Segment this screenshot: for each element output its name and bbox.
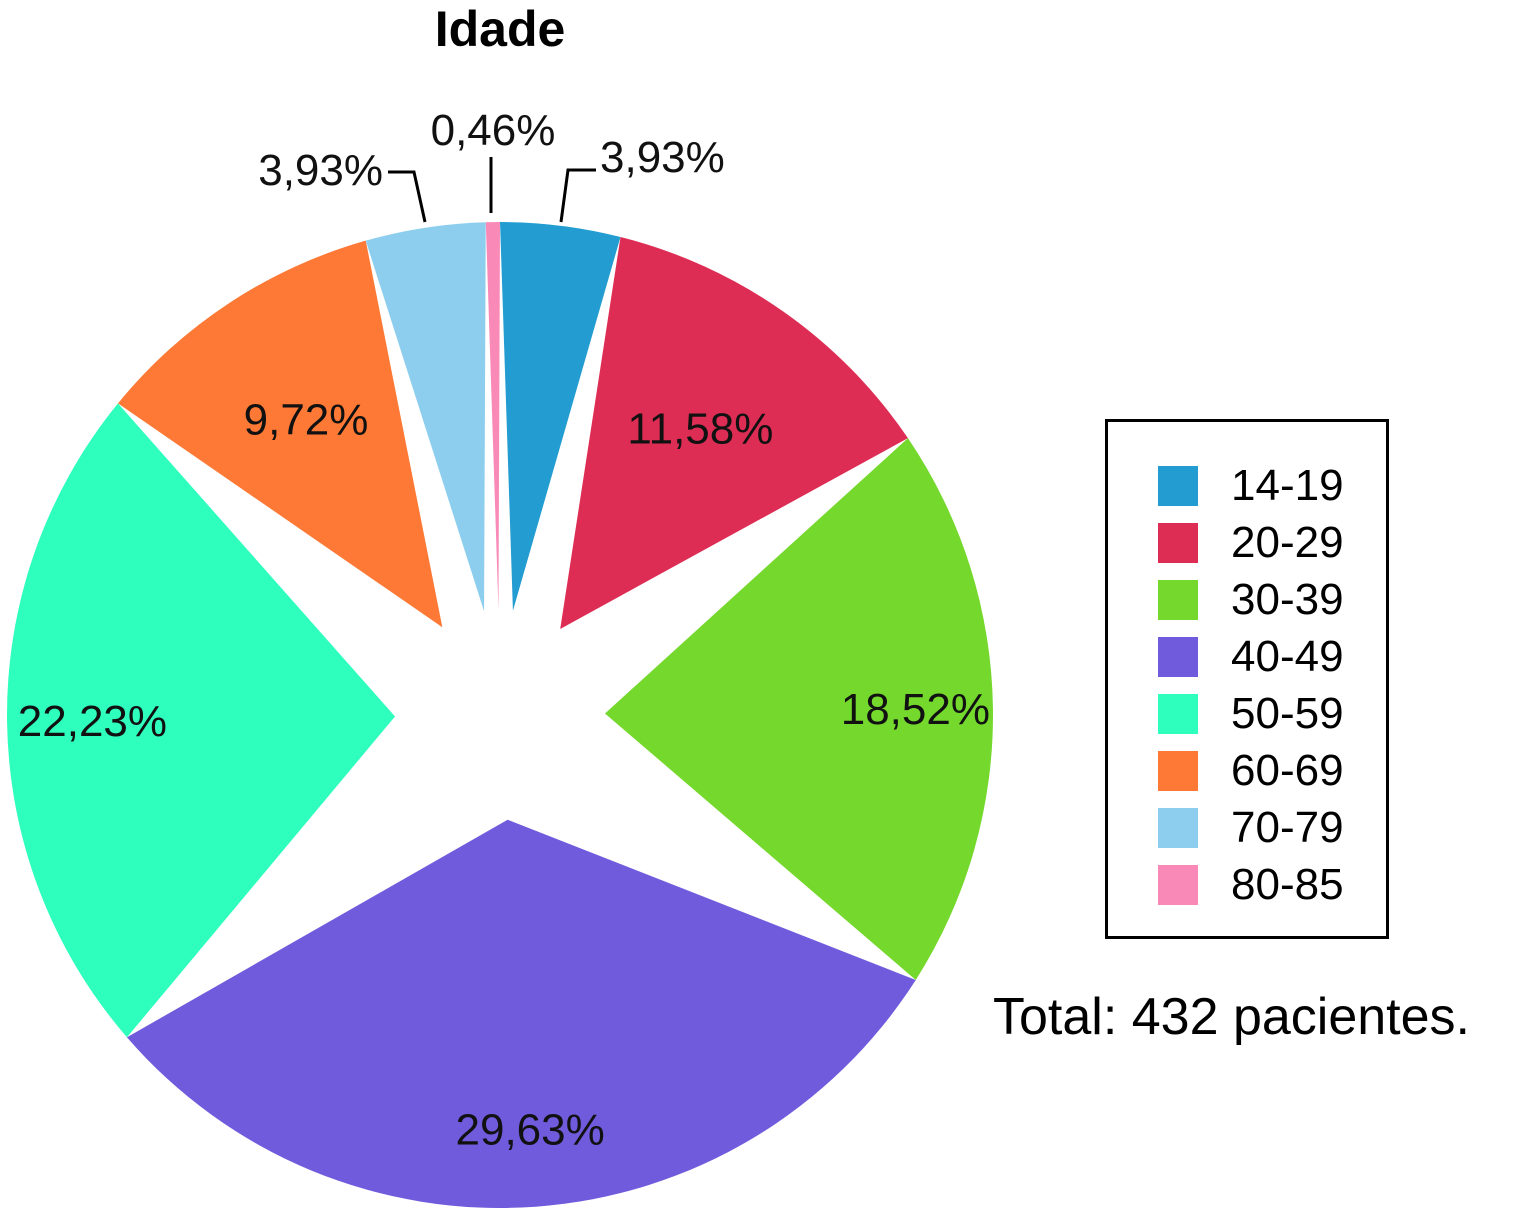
legend-swatch <box>1158 523 1198 563</box>
slice-data-label: 9,72% <box>244 396 369 445</box>
legend-swatch <box>1158 580 1198 620</box>
pie-slices <box>7 222 993 1208</box>
legend-item: 20-29 <box>1158 518 1344 567</box>
legend-swatch <box>1158 466 1198 506</box>
pie-slice-14-19 <box>500 222 621 611</box>
pie-slice-60-69 <box>117 240 443 628</box>
slice-data-label: 0,46% <box>431 106 556 155</box>
legend-item: 14-19 <box>1158 461 1344 510</box>
chart-title: Idade <box>434 1 566 57</box>
pie-slice-20-29 <box>560 236 908 629</box>
slice-data-label: 3,93% <box>258 146 383 195</box>
slice-labels: 3,93% 11,58% 18,52% 29,63% 22,23% 9,72% 3,93% 0… <box>18 106 990 1154</box>
slice-data-label: 11,58% <box>627 405 773 454</box>
legend-item: 70-79 <box>1158 803 1344 852</box>
slice-data-label: 18,52% <box>841 685 990 734</box>
pie-slice-50-59 <box>7 403 396 1038</box>
leader-line <box>559 168 596 223</box>
legend-swatch <box>1158 751 1198 791</box>
legend-item: 40-49 <box>1158 632 1344 681</box>
slice-data-label: 3,93% <box>600 133 725 182</box>
legend-label: 50-59 <box>1231 689 1344 738</box>
legend-swatch <box>1158 808 1198 848</box>
pie-slice-30-39 <box>604 438 993 980</box>
legend-label: 40-49 <box>1231 632 1344 681</box>
legend-swatch <box>1158 865 1198 905</box>
pie-slice-70-79 <box>365 222 486 612</box>
legend-label: 20-29 <box>1231 518 1344 567</box>
legend-label: 14-19 <box>1231 461 1344 510</box>
legend-item: 30-39 <box>1158 575 1344 624</box>
legend-item: 60-69 <box>1158 746 1344 795</box>
slice-data-label: 29,63% <box>456 1105 605 1154</box>
pie-slice-40-49 <box>126 819 916 1208</box>
legend-label: 70-79 <box>1231 803 1344 852</box>
leader-line <box>388 170 427 223</box>
legend-item: 80-85 <box>1158 860 1344 909</box>
leader-lines <box>388 157 596 223</box>
legend-label: 80-85 <box>1231 860 1344 909</box>
total-note: Total: 432 pacientes. <box>993 988 1470 1046</box>
legend: 14-19 20-29 30-39 40-49 50-59 60-69 70-7… <box>1105 419 1389 939</box>
legend-label: 60-69 <box>1231 746 1344 795</box>
legend-label: 30-39 <box>1231 575 1344 624</box>
legend-swatch <box>1158 694 1198 734</box>
legend-item: 50-59 <box>1158 689 1344 738</box>
slice-data-label: 22,23% <box>18 697 167 746</box>
pie-slice-80-85 <box>485 222 500 611</box>
legend-swatch <box>1158 637 1198 677</box>
